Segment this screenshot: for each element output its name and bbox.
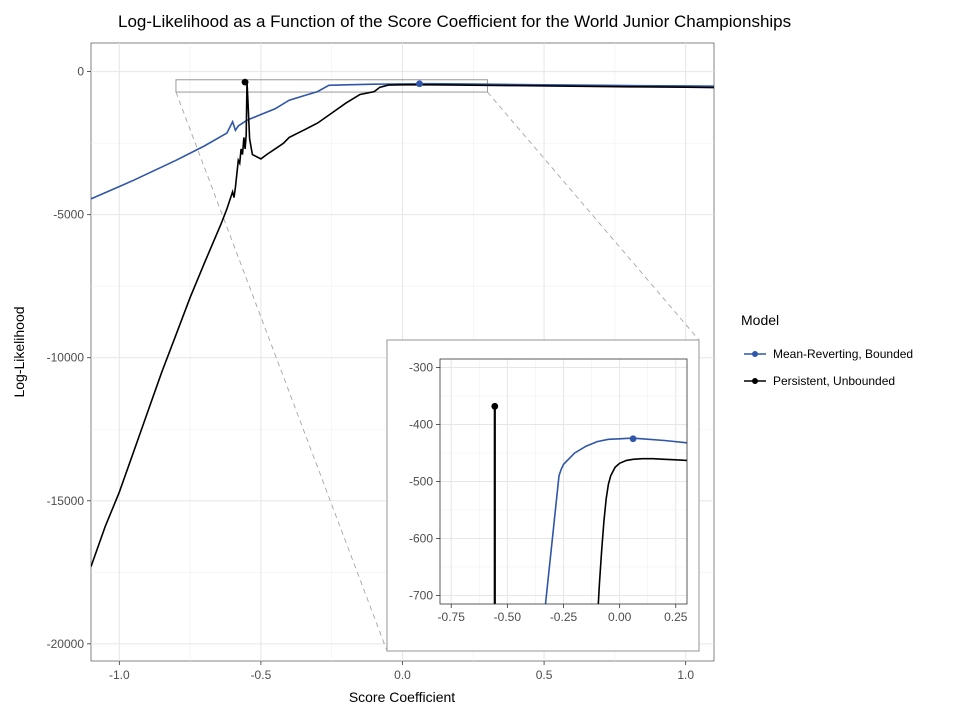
series-line-persistent	[91, 82, 714, 567]
legend-key-point-mean-reverting	[752, 351, 758, 357]
inset-y-tick-label: -600	[409, 531, 433, 545]
inset-series-line-mean-reverting	[544, 437, 687, 604]
legend-label-persistent: Persistent, Unbounded	[773, 374, 895, 388]
x-tick-label: 0.5	[536, 668, 553, 682]
optimum-point-mean-reverting	[416, 80, 423, 88]
inset-panel: -0.75 -0.50 -0.25 0.00 0.25 -300 -400 -500 -600 -…	[386, 339, 700, 652]
y-axis-title: Log-Likelihood	[11, 306, 27, 397]
x-axis-title: Score Coefficient	[349, 689, 455, 705]
legend-item-persistent: Persistent, Unbounded	[744, 374, 895, 388]
legend-label-mean-reverting: Mean-Reverting, Bounded	[773, 347, 913, 361]
legend-title: Model	[741, 312, 779, 328]
legend: Model Mean-Reverting, Bounded Persistent…	[741, 312, 913, 388]
x-tick-label: 0.0	[394, 668, 411, 682]
inset-series-line-persistent	[597, 457, 687, 604]
x-tick-label: -1.0	[109, 668, 130, 682]
series-line-mean-reverting	[91, 82, 714, 200]
y-tick-label: 0	[77, 65, 84, 79]
inset-optimum-point-mean-reverting	[629, 435, 637, 443]
main-axis-ticks: -1.0 -0.5 0.0 0.5 1.0 0 -5000 -10000 -15000 -2000…	[47, 65, 695, 682]
inset-x-tick-label: 0.00	[608, 610, 632, 624]
inset-x-tick-label: -0.50	[494, 610, 522, 624]
main-plot-panel: -1.0 -0.5 0.0 0.5 1.0 0 -5000 -10000 -15000 -2000…	[47, 42, 715, 682]
inset-y-tick-label: -400	[409, 418, 433, 432]
legend-item-mean-reverting: Mean-Reverting, Bounded	[744, 347, 913, 361]
inset-x-tick-label: -0.25	[550, 610, 578, 624]
inset-y-tick-label: -300	[409, 361, 433, 375]
x-tick-label: -0.5	[251, 668, 272, 682]
x-tick-label: 1.0	[677, 668, 694, 682]
y-tick-label: -15000	[47, 494, 85, 508]
y-tick-label: -10000	[47, 351, 85, 365]
chart-title: Log-Likelihood as a Function of the Scor…	[118, 12, 791, 31]
optimum-point-persistent	[241, 78, 249, 86]
inset-x-tick-label: 0.25	[664, 610, 688, 624]
zoom-guide-right	[487, 91, 700, 341]
main-series	[91, 78, 714, 567]
zoom-guide-left	[175, 91, 388, 652]
legend-key-point-persistent	[752, 378, 758, 384]
y-tick-label: -5000	[53, 208, 84, 222]
inset-x-tick-label: -0.75	[438, 610, 466, 624]
y-tick-label: -20000	[47, 637, 85, 651]
inset-y-tick-label: -700	[409, 588, 433, 602]
inset-y-tick-label: -500	[409, 475, 433, 489]
inset-plot-border	[439, 358, 688, 605]
inset-optimum-point-persistent	[491, 402, 499, 410]
